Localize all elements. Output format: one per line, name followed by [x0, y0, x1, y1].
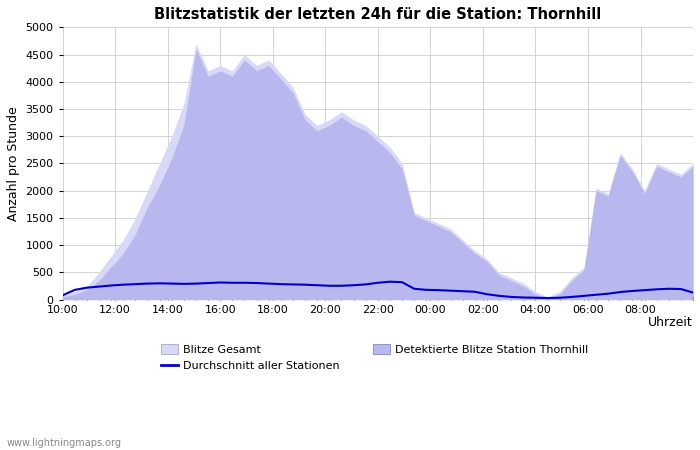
Title: Blitzstatistik der letzten 24h für die Station: Thornhill: Blitzstatistik der letzten 24h für die S… — [154, 7, 601, 22]
Legend: Blitze Gesamt, Durchschnitt aller Stationen, Detektierte Blitze Station Thornhil: Blitze Gesamt, Durchschnitt aller Statio… — [157, 340, 593, 376]
Y-axis label: Anzahl pro Stunde: Anzahl pro Stunde — [7, 106, 20, 221]
X-axis label: Uhrzeit: Uhrzeit — [648, 316, 693, 329]
Text: www.lightningmaps.org: www.lightningmaps.org — [7, 438, 122, 448]
